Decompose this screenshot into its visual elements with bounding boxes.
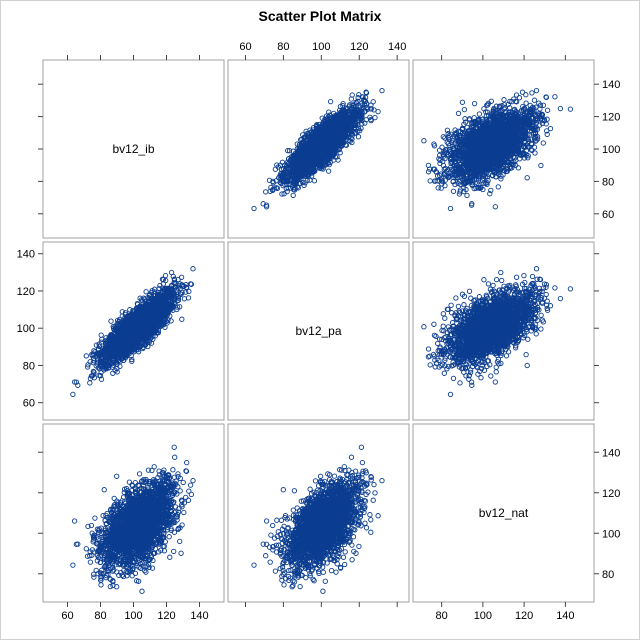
cell-border [42,59,225,239]
chart-title: Scatter Plot Matrix [258,8,382,24]
points-bv12_ib-vs-bv12_pa [251,87,385,212]
cell-bv12_ib-by-bv12_pa [227,59,410,239]
variable-label-bv12_ib: bv12_ib [112,142,154,156]
cell-bv12_ib-by-bv12_ib: bv12_ib [42,59,225,239]
data-point [379,87,385,94]
data-point [325,168,332,174]
cell-bv12_ib-by-bv12_nat [412,59,595,239]
data-point [290,192,296,199]
data-point [337,103,344,110]
